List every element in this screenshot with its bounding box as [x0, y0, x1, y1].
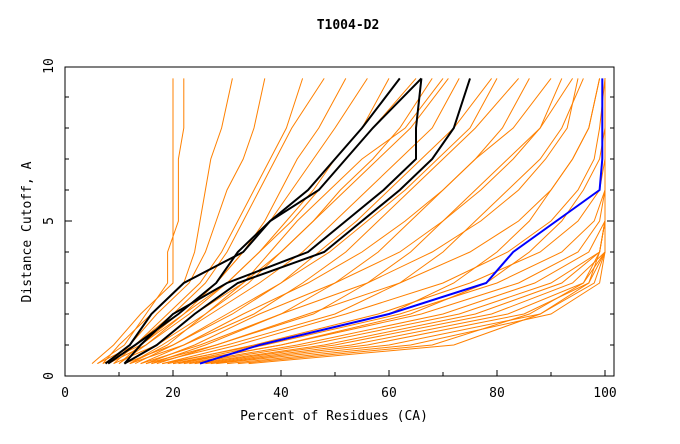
series-line-other [107, 78, 266, 364]
series-line-other [145, 78, 574, 365]
series-line-highlight [123, 78, 423, 365]
series-line-other [151, 78, 579, 365]
series-line-other [113, 78, 449, 365]
series-line-other [102, 78, 368, 365]
series-line-other [129, 78, 519, 365]
y-tick-label: 0 [42, 372, 57, 380]
series-line-other [183, 78, 606, 365]
x-tick-label: 20 [165, 386, 181, 401]
axis-ticks: 0 20 40 60 80 100 0 5 10 [42, 58, 617, 401]
series-line-other [129, 78, 444, 365]
series-line-other [124, 78, 492, 365]
chart-title: T1004-D2 [317, 18, 380, 33]
x-tick-label: 40 [273, 386, 289, 401]
x-tick-label: 80 [489, 386, 505, 401]
x-tick-label: 100 [593, 386, 616, 401]
series-line-other [151, 78, 584, 365]
series-line-other [140, 78, 530, 365]
series-line-other [118, 78, 390, 365]
y-tick-label: 5 [42, 217, 57, 225]
series-line-other [162, 78, 606, 365]
series-line-other [102, 78, 233, 364]
series-line-other [178, 78, 606, 365]
series-line-highlight [104, 77, 401, 365]
plot-lines [91, 77, 606, 365]
x-axis-label: Percent of Residues (CA) [240, 409, 428, 424]
x-tick-label: 0 [61, 386, 69, 401]
series-line-best [199, 78, 604, 365]
x-tick-label: 60 [381, 386, 397, 401]
series-line-other [248, 78, 606, 365]
series-line-highlight [123, 78, 471, 365]
y-tick-label: 10 [42, 58, 57, 74]
series-line-other [113, 78, 304, 364]
y-axis-label: Distance Cutoff, A [20, 161, 35, 302]
series-line-other [167, 78, 606, 365]
series-line-other [140, 78, 552, 365]
series-line-other [97, 78, 325, 365]
series-line-other [145, 78, 563, 365]
plot-frame [64, 66, 615, 377]
series-line-other [134, 78, 498, 365]
